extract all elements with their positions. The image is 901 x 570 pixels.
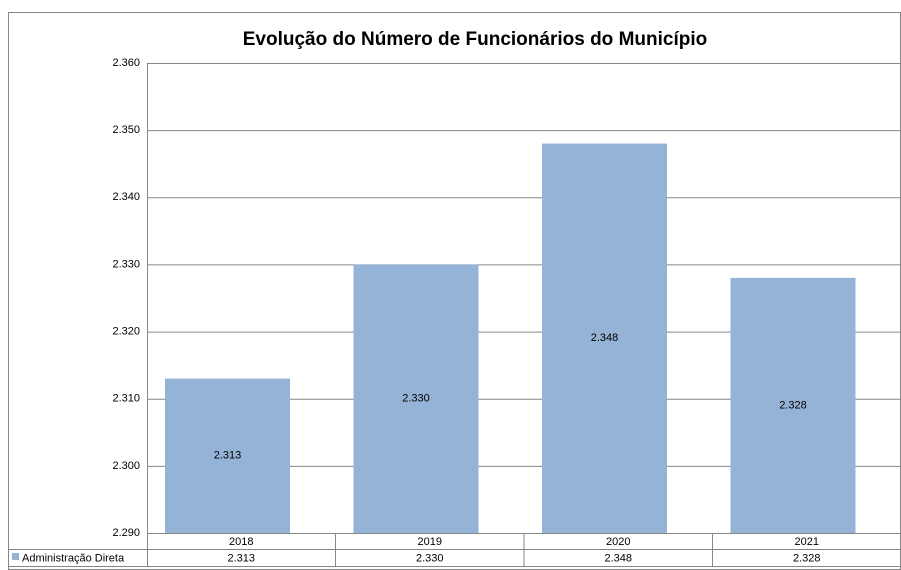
bar — [353, 264, 479, 533]
y-tick-label: 2.330 — [112, 258, 140, 270]
data-label: 2.330 — [402, 393, 430, 405]
chart-title: Evolução do Número de Funcionários do Mu… — [243, 29, 707, 50]
legend-label: Administração Direta — [22, 552, 125, 564]
table-value: 2.330 — [416, 552, 444, 564]
y-tick-label: 2.320 — [112, 325, 140, 337]
y-tick-label: 2.360 — [112, 57, 140, 69]
y-tick-label: 2.290 — [112, 527, 140, 539]
data-label: 2.328 — [779, 399, 807, 411]
table-value: 2.328 — [793, 552, 821, 564]
x-tick-label: 2020 — [606, 536, 630, 548]
y-tick-label: 2.310 — [112, 393, 140, 405]
table-value: 2.348 — [604, 552, 632, 564]
data-label: 2.313 — [214, 450, 242, 462]
table-value: 2.313 — [227, 552, 255, 564]
bar — [542, 143, 667, 534]
legend-swatch — [12, 553, 19, 560]
bar — [730, 277, 856, 533]
x-tick-label: 2021 — [795, 536, 819, 548]
y-tick-label: 2.350 — [112, 124, 140, 136]
data-label: 2.348 — [591, 332, 619, 344]
x-tick-label: 2019 — [418, 536, 442, 548]
bar — [165, 378, 290, 533]
y-tick-label: 2.340 — [112, 191, 140, 203]
y-tick-label: 2.300 — [112, 460, 140, 472]
x-tick-label: 2018 — [229, 536, 253, 548]
